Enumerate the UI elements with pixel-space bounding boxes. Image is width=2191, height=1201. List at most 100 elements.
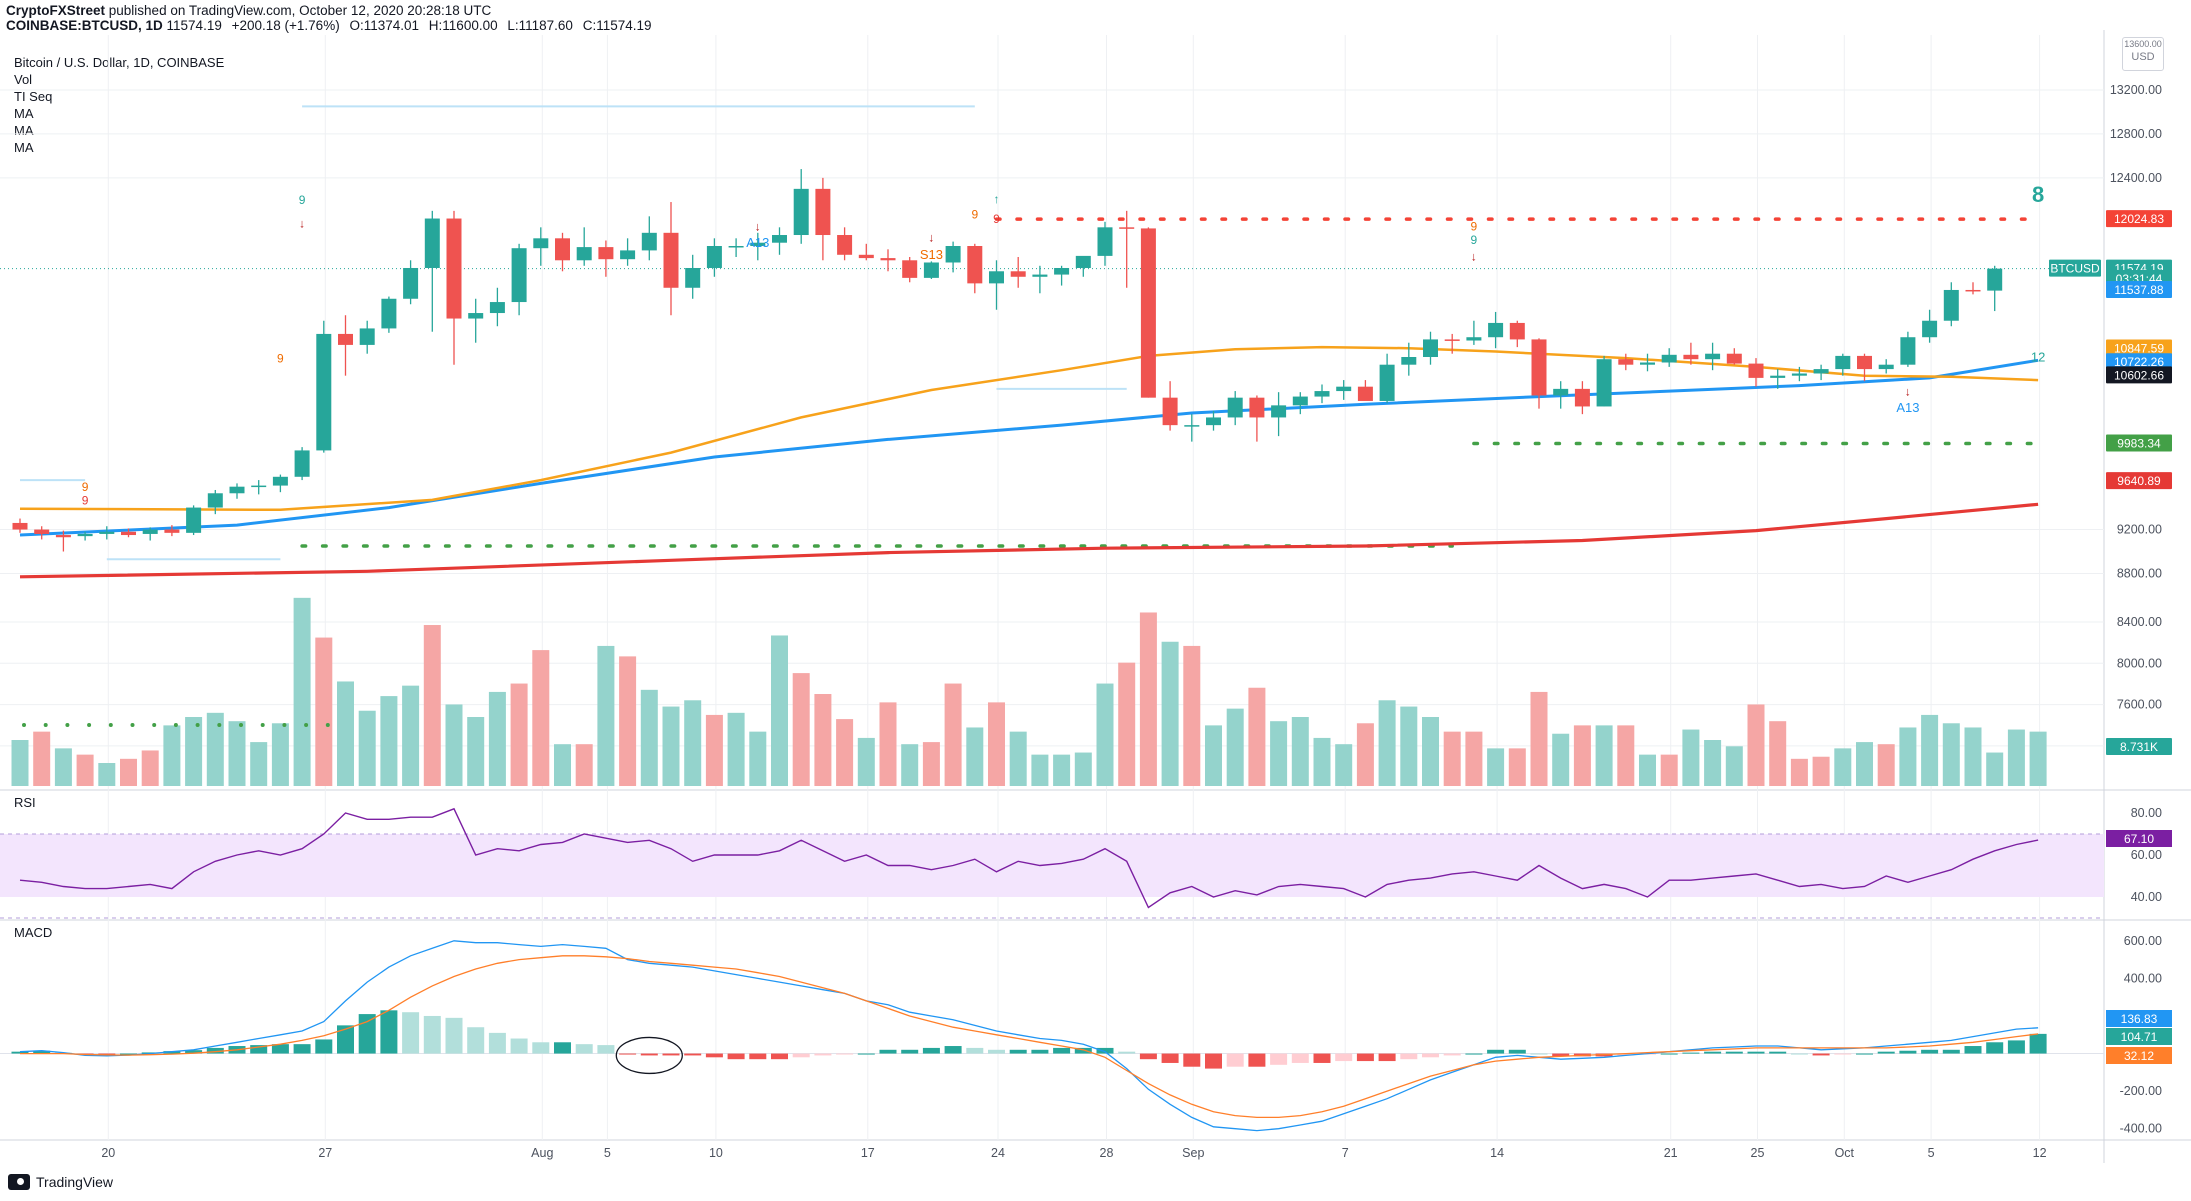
x-tick-label: 12	[2033, 1146, 2047, 1160]
ti-seq-dot	[152, 723, 157, 727]
volume-bar	[185, 717, 203, 786]
legend-item-ma-50[interactable]: MA	[14, 106, 34, 121]
ti-seq-dot	[325, 723, 330, 727]
sequential-marker: 12	[2031, 349, 2045, 364]
volume-bar	[1074, 752, 1092, 786]
volume-bar	[1769, 721, 1787, 786]
candle-up	[142, 529, 158, 534]
ti-seq-dot	[239, 723, 243, 727]
volume-bar	[749, 731, 767, 786]
macd-tick-label: -400.00	[2120, 1122, 2162, 1136]
volume-bar	[901, 744, 919, 786]
legend-item-ti-seq[interactable]: TI Seq	[14, 89, 53, 104]
macd-histogram-bar	[1248, 1053, 1266, 1067]
macd-value-box	[2106, 1047, 2172, 1064]
macd-histogram-bar	[33, 1050, 51, 1054]
candle-up	[1054, 267, 1070, 275]
candle-up	[468, 313, 484, 319]
volume-bar	[1660, 754, 1678, 786]
volume-bar	[1964, 727, 1982, 786]
currency-selector[interactable]: 13600.00 USD	[2122, 37, 2164, 71]
macd-histogram-bar	[640, 1053, 658, 1056]
volume-bar	[141, 750, 159, 786]
macd-histogram-bar	[1812, 1053, 1830, 1056]
volume-bar	[1899, 727, 1917, 786]
candle-up	[1835, 355, 1851, 370]
macd-histogram-bar	[11, 1051, 29, 1054]
volume-bar	[1248, 687, 1266, 786]
legend-item-volume[interactable]: Vol	[14, 72, 33, 87]
sequential-marker: ↓	[928, 231, 934, 245]
macd-histogram-bar	[1682, 1052, 1700, 1054]
candle-up	[186, 507, 202, 533]
candle-down	[1140, 228, 1156, 398]
sequential-marker: 9	[82, 480, 89, 494]
rsi-value-box	[2106, 830, 2172, 847]
sequential-marker: 9	[277, 351, 284, 365]
volume-bar	[1096, 683, 1114, 786]
macd-histogram-bar	[1313, 1053, 1331, 1063]
price-label-box	[2106, 280, 2172, 298]
macd-histogram-bar	[1335, 1053, 1353, 1062]
macd-value-label: 32.12	[2124, 1049, 2154, 1063]
ti-seq-dot	[108, 723, 113, 727]
volume-bar	[467, 717, 485, 786]
macd-histogram-bar	[510, 1038, 528, 1054]
macd-histogram-bar	[1291, 1053, 1309, 1063]
x-tick-label: 5	[1928, 1146, 1935, 1160]
macd-tick-label: 600.00	[2124, 934, 2162, 948]
volume-bar	[423, 625, 441, 786]
volume-bar	[163, 725, 181, 786]
macd-histogram-bar	[423, 1015, 441, 1054]
high-value: H:11600.00	[428, 18, 498, 33]
candle-down	[1509, 322, 1525, 340]
volume-bar	[1400, 706, 1418, 786]
macd-histogram-bar	[1183, 1053, 1201, 1067]
legend-item-ma-200[interactable]: MA	[14, 140, 34, 155]
volume-bar	[510, 683, 528, 786]
volume-bar	[358, 710, 376, 786]
macd-histogram-bar	[1400, 1053, 1418, 1060]
sequential-marker: S13	[920, 247, 943, 262]
volume-bar	[1725, 746, 1743, 786]
candle-up	[1813, 369, 1829, 374]
rsi-tick-label: 60.00	[2131, 848, 2162, 862]
symbol-label: COINBASE:BTCUSD, 1D	[6, 18, 163, 33]
candle-down	[902, 260, 918, 278]
candle-up	[316, 333, 332, 451]
candle-up	[1097, 227, 1113, 256]
volume-bar	[250, 742, 268, 786]
candle-up	[1488, 322, 1504, 338]
macd-histogram-bar	[1921, 1049, 1939, 1054]
candle-up	[1922, 320, 1938, 338]
candle-up	[1640, 362, 1655, 365]
macd-line	[19, 940, 2039, 1132]
sequential-marker: 9	[1471, 220, 1478, 234]
volume-bar	[206, 712, 224, 786]
price-label-box	[2106, 434, 2172, 452]
candle-up	[576, 247, 592, 261]
macd-value-box	[2106, 1028, 2172, 1045]
price-label-box	[2106, 366, 2172, 384]
volume-bar	[705, 714, 723, 786]
candle-up	[923, 262, 939, 278]
candle-up	[511, 248, 527, 303]
x-tick-label: 10	[709, 1146, 723, 1160]
candle-down	[1531, 339, 1547, 396]
volume-bar	[1487, 748, 1505, 786]
candle-up	[641, 232, 657, 251]
volume-bar	[771, 635, 788, 786]
sequential-marker: A13	[1896, 400, 1919, 415]
tradingview-logo[interactable]: TradingView	[8, 1174, 113, 1190]
candle-up	[294, 450, 310, 477]
macd-histogram-bar	[597, 1045, 615, 1054]
ma-200-line	[19, 502, 2039, 579]
candle-down	[164, 529, 180, 533]
macd-histogram-bar	[1704, 1051, 1722, 1054]
macd-histogram-bar	[1899, 1050, 1917, 1054]
macd-histogram-bar	[1443, 1053, 1461, 1056]
volume-bar	[1335, 744, 1353, 786]
volume-bar	[380, 696, 398, 786]
volume-bar	[554, 744, 571, 786]
